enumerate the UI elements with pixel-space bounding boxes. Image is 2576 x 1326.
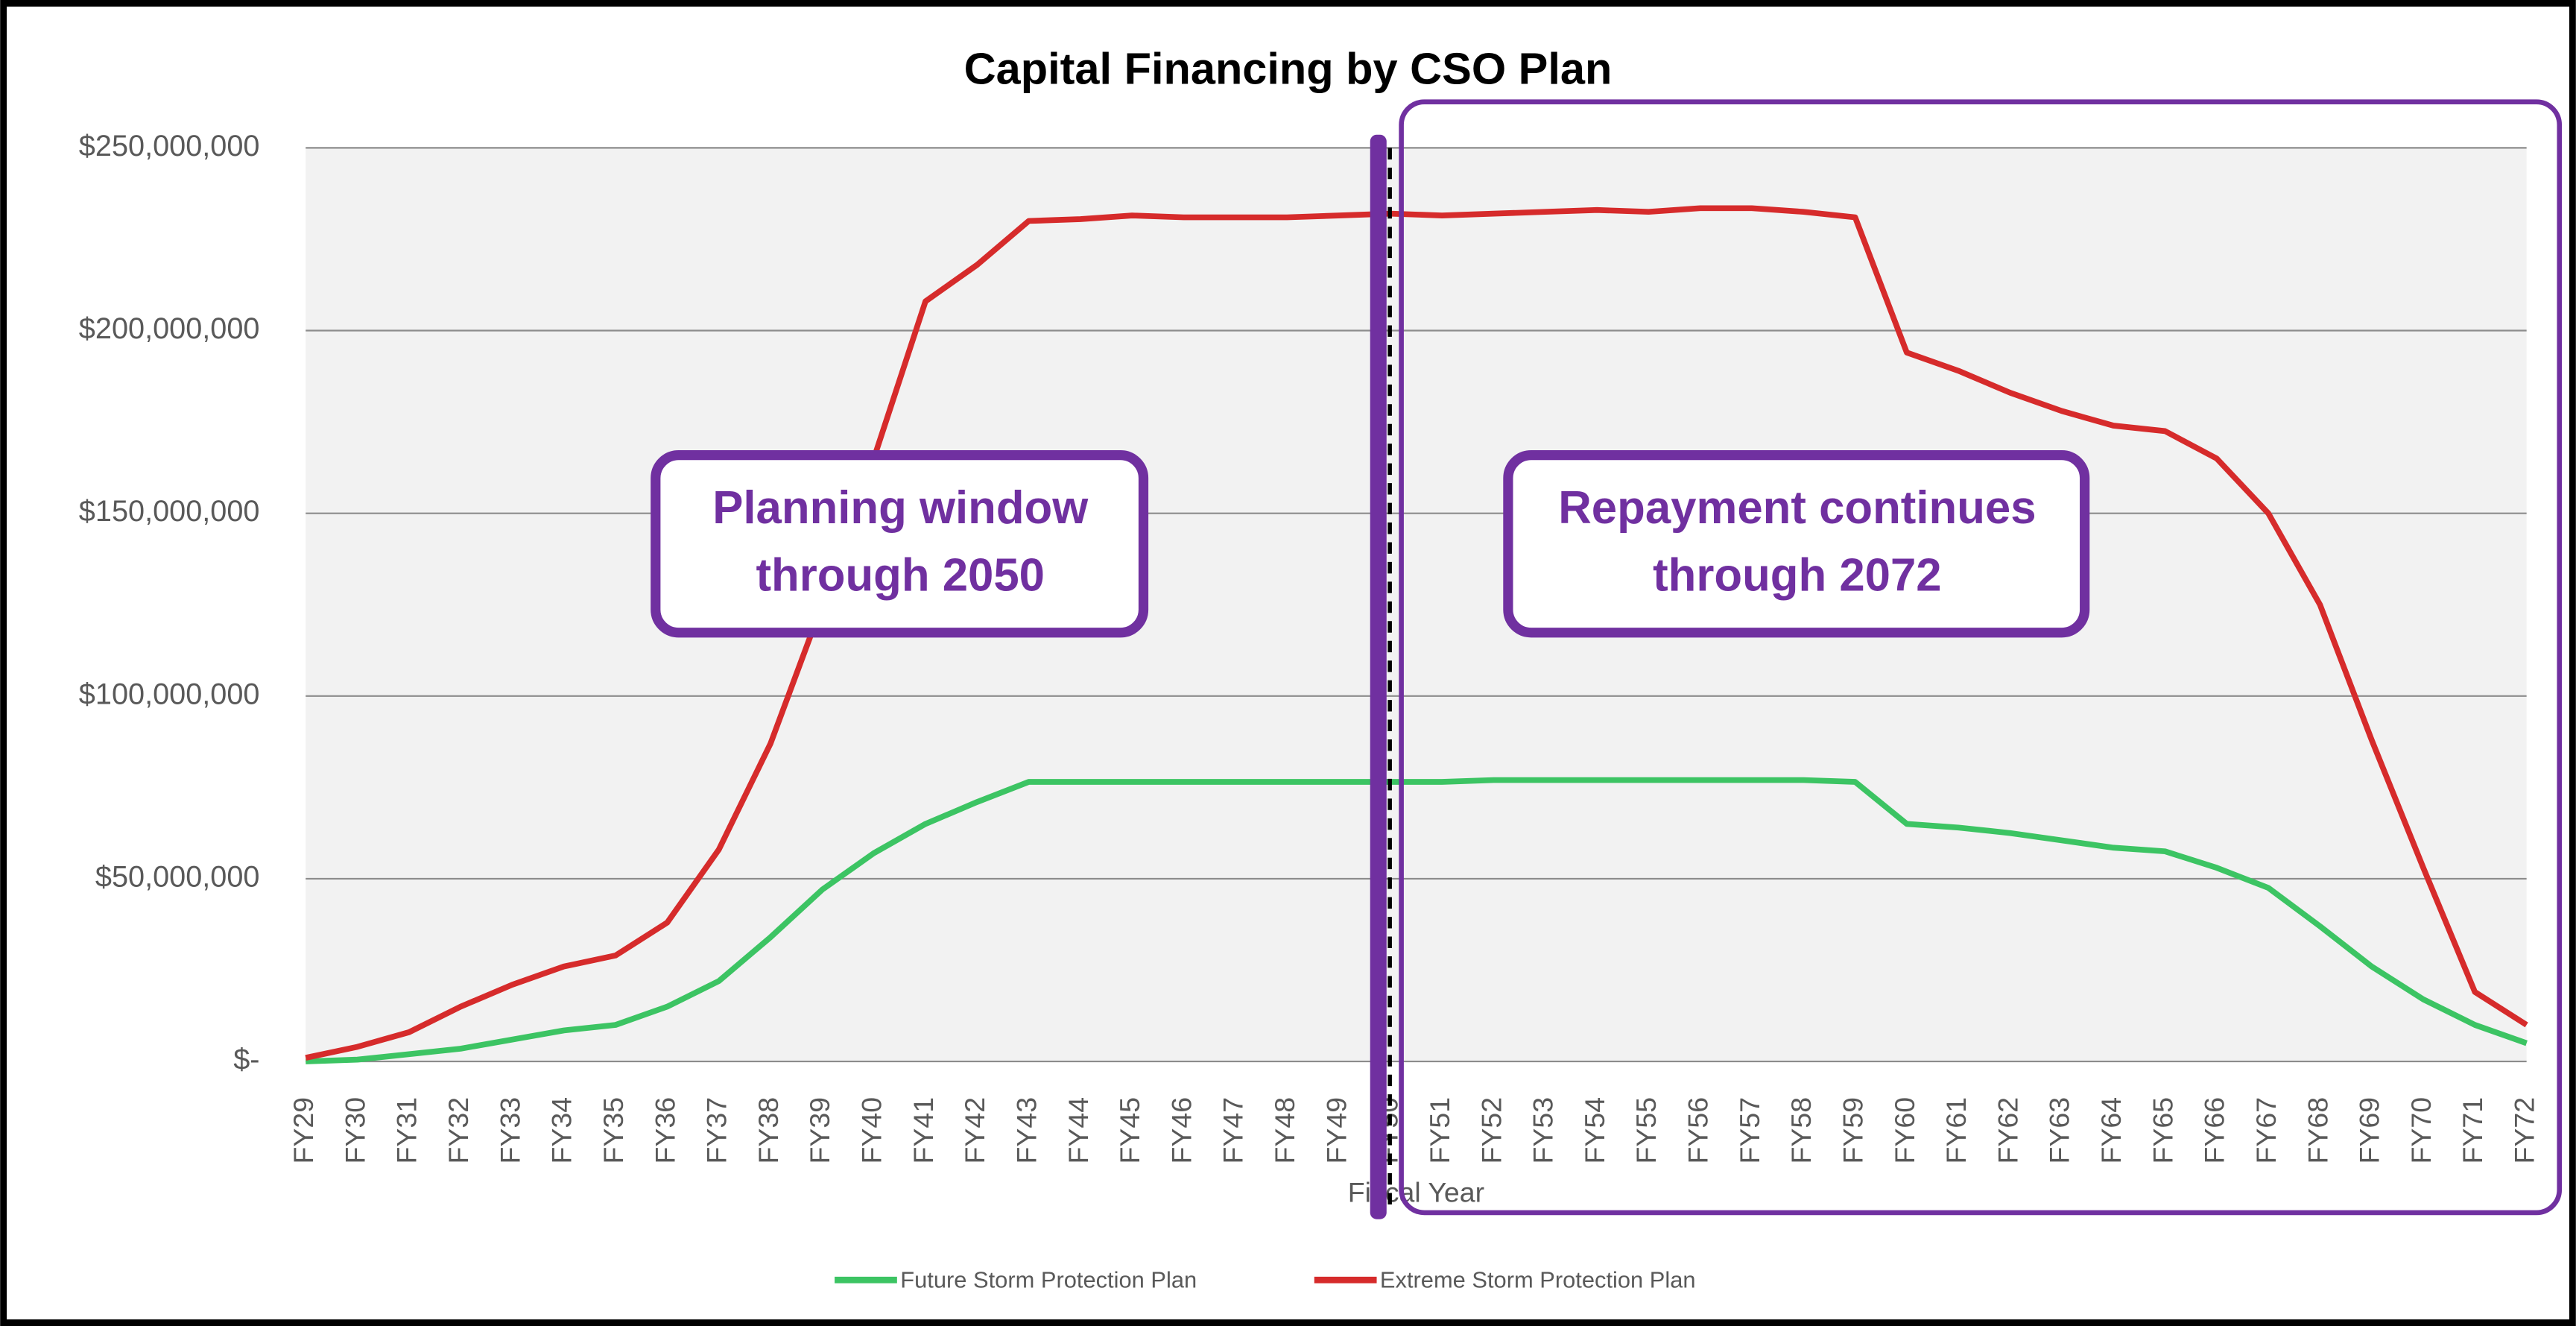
x-tick-label: FY31 bbox=[391, 1097, 423, 1164]
x-tick-label: FY38 bbox=[753, 1097, 784, 1164]
x-tick-label: FY47 bbox=[1218, 1097, 1249, 1164]
x-tick-label: FY63 bbox=[2044, 1097, 2075, 1164]
legend-label: Future Storm Protection Plan bbox=[900, 1267, 1197, 1293]
x-tick-label: FY64 bbox=[2095, 1097, 2127, 1164]
x-tick-label: FY34 bbox=[546, 1097, 577, 1164]
x-tick-label: FY70 bbox=[2405, 1097, 2437, 1164]
y-tick-label: $- bbox=[233, 1044, 259, 1076]
x-tick-label: FY43 bbox=[1010, 1097, 1042, 1164]
x-tick-label: FY61 bbox=[1940, 1097, 1972, 1164]
y-tick-label: $100,000,000 bbox=[79, 678, 260, 710]
x-tick-label: FY32 bbox=[443, 1097, 474, 1164]
y-tick-label: $50,000,000 bbox=[95, 860, 260, 893]
x-tick-label: FY37 bbox=[701, 1097, 732, 1164]
x-tick-label: FY54 bbox=[1579, 1097, 1610, 1164]
series-line bbox=[305, 205, 2528, 1061]
legend: Future Storm Protection Plan Extreme Stor… bbox=[835, 1267, 1696, 1293]
x-tick-label: FY29 bbox=[288, 1097, 319, 1164]
x-tick-label: FY65 bbox=[2147, 1097, 2178, 1164]
x-tick-label: FY36 bbox=[649, 1097, 680, 1164]
y-tick-label: $200,000,000 bbox=[79, 312, 260, 345]
annotation: through 2050 bbox=[756, 549, 1045, 601]
x-tick-label: FY30 bbox=[339, 1097, 370, 1164]
y-tick-label: $150,000,000 bbox=[79, 495, 260, 528]
x-tick-label: FY56 bbox=[1683, 1097, 1714, 1164]
plot-area bbox=[306, 148, 2527, 1062]
x-tick-label: FY67 bbox=[2250, 1097, 2282, 1164]
x-tick-label: FY49 bbox=[1320, 1097, 1352, 1164]
x-tick-label: FY33 bbox=[494, 1097, 525, 1164]
x-tick-label: FY52 bbox=[1475, 1097, 1507, 1164]
x-tick-label: FY57 bbox=[1734, 1097, 1765, 1164]
x-tick-label: FY46 bbox=[1165, 1097, 1197, 1164]
x-tick-label: FY44 bbox=[1063, 1097, 1094, 1164]
x-tick-label: FY48 bbox=[1269, 1097, 1300, 1164]
y-tick-label: $250,000,000 bbox=[79, 130, 260, 162]
x-tick-label: FY41 bbox=[908, 1097, 939, 1164]
annotation-box bbox=[651, 450, 1149, 638]
x-tick-label: FY60 bbox=[1889, 1097, 1920, 1164]
x-tick-label: FY53 bbox=[1528, 1097, 1559, 1164]
x-tick-label: FY62 bbox=[1992, 1097, 2023, 1164]
chart-title: Capital Financing by CSO Plan bbox=[964, 44, 1613, 94]
annotation: Planning window bbox=[712, 482, 1089, 534]
x-tick-label: FY45 bbox=[1114, 1097, 1145, 1164]
x-tick-label: FY51 bbox=[1424, 1097, 1455, 1164]
annotation: through 2072 bbox=[1653, 549, 1942, 601]
x-tick-label: FY40 bbox=[856, 1097, 887, 1164]
lines bbox=[305, 205, 2528, 1064]
grid: $- $50,000,000 $100,000,000 $150,000,000 $20… bbox=[79, 130, 2540, 1164]
repayment-frame bbox=[1399, 99, 2563, 1216]
x-tick-label: FY69 bbox=[2354, 1097, 2385, 1164]
x-tick-label: FY55 bbox=[1630, 1097, 1662, 1164]
x-axis-label: Fiscal Year bbox=[1348, 1177, 1484, 1208]
x-tick-label: FY66 bbox=[2199, 1097, 2230, 1164]
annotation-box bbox=[1503, 450, 2090, 638]
x-tick-label: FY35 bbox=[598, 1097, 629, 1164]
series-line bbox=[306, 777, 2528, 1064]
divider-bar bbox=[1370, 134, 1387, 1219]
annotation: Repayment continues bbox=[1558, 482, 2036, 534]
x-tick-label: FY72 bbox=[2509, 1097, 2540, 1164]
x-tick-label: FY59 bbox=[1837, 1097, 1868, 1164]
x-tick-label: FY39 bbox=[804, 1097, 835, 1164]
x-tick-label: FY68 bbox=[2302, 1097, 2333, 1164]
legend-label: Extreme Storm Protection Plan bbox=[1380, 1267, 1696, 1293]
x-tick-label: FY42 bbox=[959, 1097, 990, 1164]
x-tick-label: FY58 bbox=[1785, 1097, 1817, 1164]
x-tick-label: FY71 bbox=[2457, 1097, 2488, 1164]
